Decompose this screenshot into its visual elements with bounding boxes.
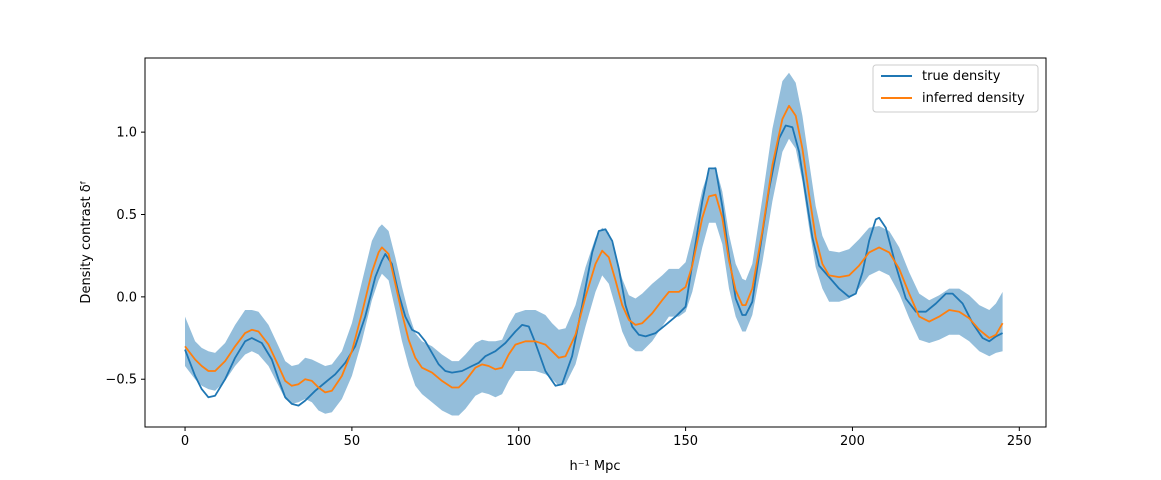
- x-tick-label: 50: [344, 434, 361, 449]
- x-tick-label: 150: [673, 434, 698, 449]
- x-axis: 0 50 100 150 200 250: [181, 427, 1032, 449]
- legend-box: [872, 64, 1039, 113]
- y-tick-label: 1.0: [116, 126, 137, 141]
- series-line-true-density: [184, 124, 1003, 407]
- legend-label-inferred-density: inferred density: [922, 91, 1025, 106]
- y-tick-label: −0.5: [105, 373, 137, 388]
- y-axis: −0.5 0.0 0.5 1.0: [105, 126, 145, 388]
- x-tick-label: 250: [1007, 434, 1032, 449]
- legend: true density inferred density: [872, 64, 1039, 113]
- plot-frame: [144, 57, 1047, 428]
- x-tick-label: 0: [181, 434, 189, 449]
- y-tick-label: 0.5: [116, 208, 137, 223]
- x-axis-label: h⁻¹ Mpc: [569, 459, 620, 474]
- plot-area: [184, 72, 1004, 416]
- y-tick-label: 0.0: [116, 290, 137, 305]
- y-axis-label: Density contrast δᶠ: [79, 180, 94, 303]
- x-tick-label: 100: [506, 434, 531, 449]
- uncertainty-band: [185, 72, 1003, 416]
- series-line-inferred-density: [184, 104, 1004, 394]
- legend-label-true-density: true density: [922, 69, 1001, 84]
- x-tick-label: 200: [840, 434, 865, 449]
